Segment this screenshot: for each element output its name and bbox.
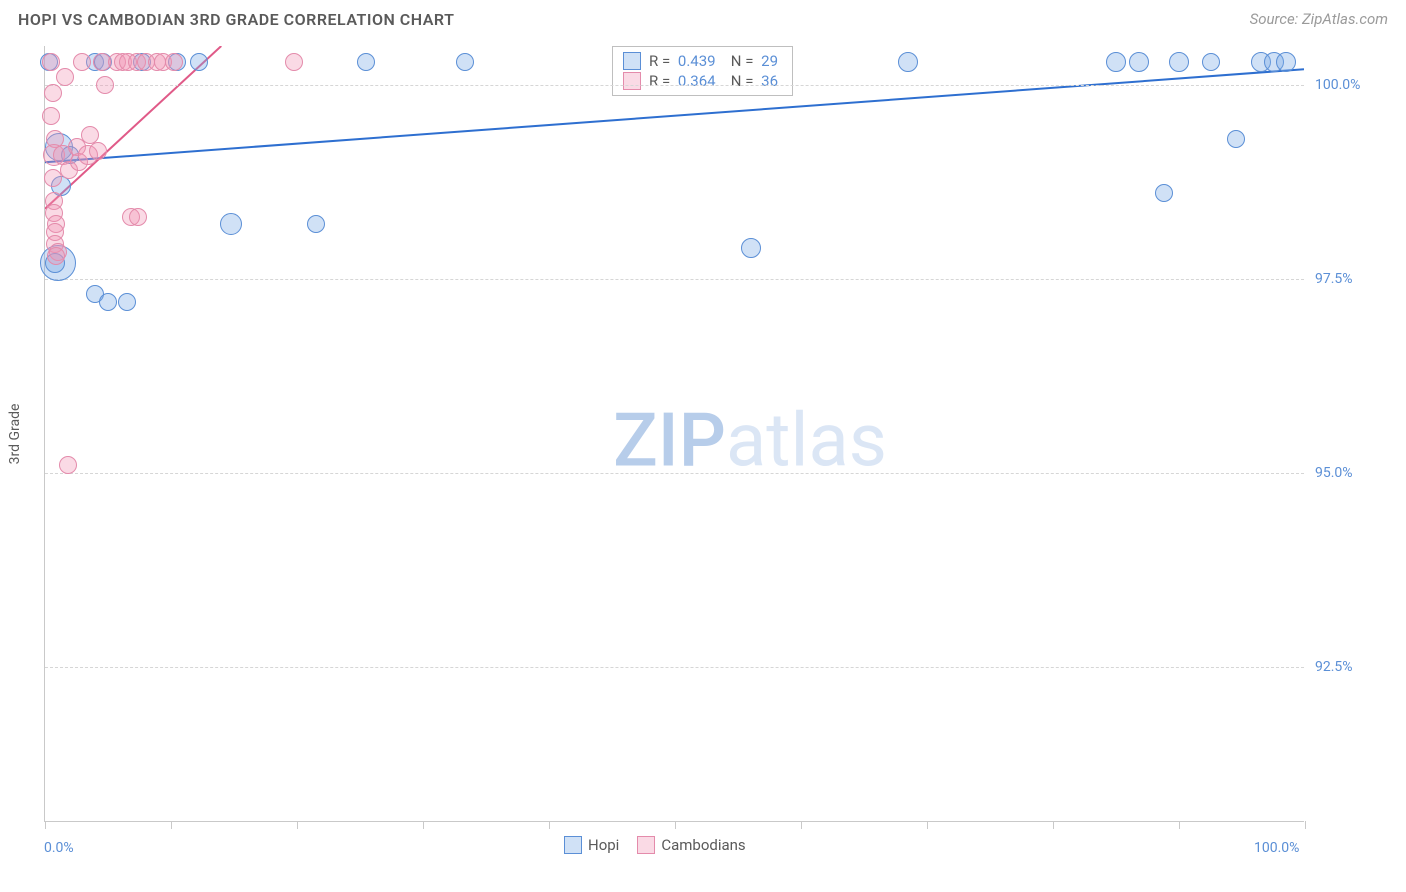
gridline-h [45, 85, 1304, 86]
legend-swatch [623, 72, 641, 90]
data-point [44, 169, 62, 187]
x-tick [1053, 821, 1054, 829]
watermark: ZIPatlas [613, 398, 887, 485]
x-axis-min-label: 0.0% [44, 840, 74, 856]
data-point [42, 107, 60, 125]
x-tick [297, 821, 298, 829]
data-point [59, 456, 77, 474]
legend-label: Cambodians [661, 836, 745, 854]
data-point [190, 53, 208, 71]
data-point [42, 53, 60, 71]
stats-row: R = 0.364 N = 36 [623, 71, 782, 91]
chart-container: 3rd Grade ZIPatlas R = 0.439 N = 29R = 0… [44, 46, 1390, 860]
gridline-h [45, 473, 1304, 474]
data-point [89, 142, 107, 160]
x-axis-max-label: 100.0% [1254, 840, 1299, 856]
x-tick [675, 821, 676, 829]
stats-text: R = 0.439 N = 29 [649, 52, 782, 70]
data-point [44, 84, 62, 102]
data-point [129, 208, 147, 226]
x-tick [1179, 821, 1180, 829]
x-tick [1305, 821, 1306, 829]
legend-swatch [564, 836, 582, 854]
legend-label: Hopi [588, 836, 619, 854]
data-point [898, 52, 918, 72]
data-point [220, 213, 242, 235]
data-point [47, 247, 65, 265]
y-tick-label: 92.5% [1315, 659, 1353, 675]
x-tick [423, 821, 424, 829]
data-point [1276, 52, 1296, 72]
data-point [741, 238, 761, 258]
gridline-h [45, 667, 1304, 668]
y-tick-label: 97.5% [1315, 271, 1353, 287]
data-point [1129, 52, 1149, 72]
chart-title: HOPI VS CAMBODIAN 3RD GRADE CORRELATION … [18, 10, 454, 29]
trendlines-layer [45, 46, 1304, 821]
data-point [456, 53, 474, 71]
data-point [1202, 53, 1220, 71]
source-attribution: Source: ZipAtlas.com [1250, 10, 1388, 28]
data-point [56, 68, 74, 86]
x-tick [549, 821, 550, 829]
x-tick [927, 821, 928, 829]
stats-row: R = 0.439 N = 29 [623, 51, 782, 71]
data-point [96, 76, 114, 94]
data-point [307, 215, 325, 233]
gridline-h [45, 279, 1304, 280]
y-tick-label: 100.0% [1315, 77, 1360, 93]
data-point [1227, 130, 1245, 148]
stats-text: R = 0.364 N = 36 [649, 72, 782, 90]
data-point [99, 293, 117, 311]
plot-area: 3rd Grade ZIPatlas R = 0.439 N = 29R = 0… [44, 46, 1304, 822]
y-axis-label: 3rd Grade [7, 403, 23, 464]
y-tick-label: 95.0% [1315, 465, 1353, 481]
data-point [165, 53, 183, 71]
x-tick [45, 821, 46, 829]
data-point [357, 53, 375, 71]
data-point [1106, 52, 1126, 72]
x-tick [801, 821, 802, 829]
data-point [1169, 52, 1189, 72]
legend-swatch [623, 52, 641, 70]
legend-item: Cambodians [637, 836, 745, 854]
x-tick [171, 821, 172, 829]
data-point [285, 53, 303, 71]
data-point [73, 53, 91, 71]
correlation-stats-box: R = 0.439 N = 29 R = 0.364 N = 36 [612, 46, 793, 96]
legend-swatch [637, 836, 655, 854]
legend-item: Hopi [564, 836, 619, 854]
data-point [118, 293, 136, 311]
series-legend: Hopi Cambodians [564, 836, 746, 854]
data-point [1155, 184, 1173, 202]
